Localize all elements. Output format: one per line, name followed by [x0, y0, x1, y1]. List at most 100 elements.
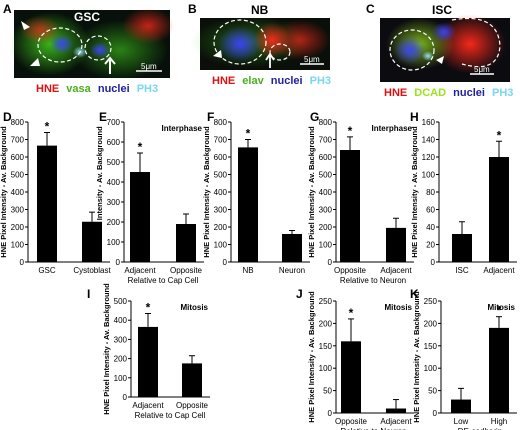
x-axis-label-g: Relative to Neuron — [340, 276, 406, 285]
panel-label-e: E — [99, 110, 107, 124]
y-tick-label-g: 400 — [319, 188, 333, 197]
y-axis-label-g: HNE Pixel Intensity - Av. Background — [307, 126, 316, 258]
category-label-j-1: Opposite — [335, 417, 368, 426]
significance-star-e-1: * — [138, 140, 143, 154]
y-tick-label-j: 250 — [319, 297, 333, 306]
significance-star-d-1: * — [45, 120, 50, 134]
bar-h-1 — [452, 234, 472, 262]
micrograph-isc: 5μm ISC — [380, 3, 510, 82]
y-tick-label-h: 100 — [422, 171, 436, 180]
legend-a-nuclei: nuclei — [98, 83, 130, 95]
category-label-g-2: Adjacent — [380, 266, 412, 275]
panel-label-a: A — [3, 2, 12, 16]
y-tick-label-f: 400 — [214, 188, 228, 197]
bar-d-2 — [82, 221, 102, 262]
y-tick-label-e: 0 — [116, 258, 121, 267]
y-tick-label-k: 150 — [424, 342, 438, 351]
category-label-k-1: Low — [454, 417, 469, 426]
legend-a-ph3: PH3 — [137, 83, 158, 95]
x-axis-label-k: DE-cadherin — [458, 427, 502, 430]
y-tick-label-f: 100 — [214, 241, 228, 250]
legend-b-ph3: PH3 — [310, 75, 331, 87]
y-tick-label-f: 200 — [214, 223, 228, 232]
y-tick-label-d: 500 — [11, 171, 25, 180]
y-tick-label-j: 150 — [319, 342, 333, 351]
y-axis-label-d: HNE Pixel Intensity - Av. Background — [0, 126, 8, 258]
y-tick-label-i: 500 — [114, 297, 128, 306]
bar-h-2 — [489, 157, 509, 262]
legend-c: HNE DCAD nuclei PH3 — [384, 87, 513, 99]
y-axis-label-h: HNE Pixel Intensity - Av. Background — [410, 126, 419, 258]
category-label-i-1: Adjacent — [132, 401, 164, 410]
micrograph-title-b: NB — [251, 3, 269, 17]
y-tick-label-e: 700 — [107, 118, 121, 127]
y-tick-label-h: 0 — [431, 258, 436, 267]
y-axis-label-i: HNE Pixel Intensity - Av. Background — [102, 283, 111, 415]
y-tick-label-h: 20 — [426, 241, 435, 250]
legend-b-hne: HNE — [212, 75, 235, 87]
y-tick-label-k: 50 — [428, 387, 437, 396]
chart-title-g: Interphase — [372, 124, 413, 133]
bar-g-1 — [340, 150, 360, 262]
y-tick-label-j: 50 — [323, 387, 332, 396]
panel-label-i: I — [87, 287, 90, 301]
x-axis-label-e: Relative to Cap Cell — [128, 276, 199, 285]
micrograph-title-a: GSC — [74, 10, 100, 24]
bar-k-1 — [451, 399, 471, 413]
scale-bar-label-c: 5μm — [474, 65, 490, 74]
y-tick-label-d: 600 — [11, 153, 25, 162]
y-tick-label-e: 100 — [107, 238, 121, 247]
y-axis-label-f: HNE Pixel Intensity - Av. Background — [202, 126, 211, 258]
y-tick-label-f: 500 — [214, 171, 228, 180]
x-axis-label-i: Relative to Cap Cell — [135, 411, 206, 420]
y-tick-label-e: 600 — [107, 138, 121, 147]
y-tick-label-j: 100 — [319, 364, 333, 373]
bar-i-1 — [138, 326, 158, 397]
category-label-d-2: Cystoblast — [73, 266, 111, 275]
panel-label-j: J — [296, 287, 303, 301]
bar-f-1 — [238, 147, 258, 262]
y-axis-label-j: HNE Pixel Intensity - Av. Background — [307, 291, 316, 423]
significance-star-k-2: * — [497, 304, 502, 318]
chart-title-k: Mitosis — [487, 303, 515, 312]
category-label-g-1: Opposite — [334, 266, 367, 275]
bar-j-1 — [341, 341, 361, 413]
bar-g-2 — [386, 227, 406, 262]
category-label-j-2: Adjacent — [380, 417, 412, 426]
legend-c-dcad: DCAD — [414, 87, 446, 99]
category-label-d-1: GSC — [38, 266, 56, 275]
y-tick-label-k: 250 — [424, 297, 438, 306]
significance-star-g-1: * — [348, 124, 353, 138]
legend-c-hne: HNE — [384, 87, 407, 99]
category-label-f-1: NB — [242, 266, 253, 275]
chart-title-j: Mitosis — [384, 303, 412, 312]
legend-c-ph3: PH3 — [492, 87, 513, 99]
y-tick-label-g: 700 — [319, 136, 333, 145]
y-tick-label-i: 200 — [114, 355, 128, 364]
y-tick-label-h: 120 — [422, 153, 436, 162]
panel-label-k: K — [410, 287, 419, 301]
panel-label-c: C — [366, 2, 375, 16]
y-tick-label-d: 400 — [11, 188, 25, 197]
significance-star-f-1: * — [246, 127, 251, 141]
y-tick-label-h: 60 — [426, 206, 435, 215]
y-tick-label-d: 0 — [20, 258, 25, 267]
legend-c-nuclei: nuclei — [453, 87, 485, 99]
y-tick-label-e: 400 — [107, 178, 121, 187]
category-label-f-2: Neuron — [279, 266, 305, 275]
y-tick-label-d: 200 — [11, 223, 25, 232]
category-label-e-1: Adjacent — [124, 266, 156, 275]
legend-a-vasa: vasa — [66, 83, 91, 95]
chart-title-i: Mitosis — [180, 303, 208, 312]
panel-label-g: G — [310, 110, 319, 124]
y-tick-label-f: 800 — [214, 118, 228, 127]
legend-b-nuclei: nuclei — [271, 75, 303, 87]
y-tick-label-g: 800 — [319, 118, 333, 127]
y-axis-label-e: HNE Pixel Intensity - Av. Background — [95, 126, 104, 258]
scale-bar-label-a: 5μm — [141, 62, 157, 71]
svg-text:HNE elav nuclei: HNE elav nuclei PH3 — [212, 75, 331, 87]
